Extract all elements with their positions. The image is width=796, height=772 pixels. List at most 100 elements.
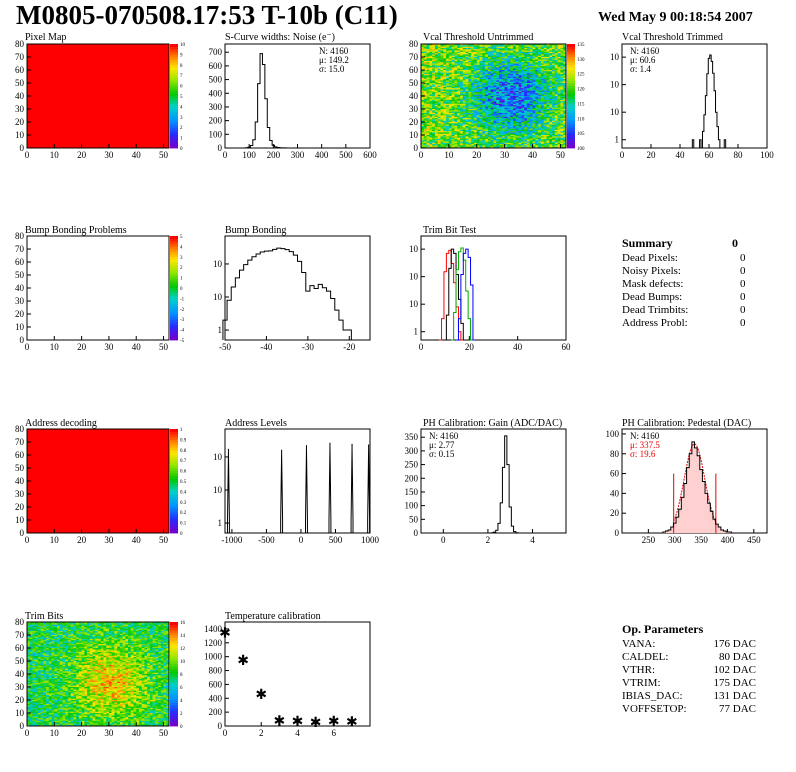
heatmap-cell [421,105,425,107]
heatmap-cell [524,59,528,62]
heatmap-cell [29,694,33,697]
heatmap-cell [487,125,492,128]
heatmap-cell [549,111,553,114]
heatmap-cell [476,45,480,47]
heatmap-cell [426,144,430,146]
heatmap-cell [448,57,452,59]
heatmap-cell [557,129,561,132]
heatmap-cell [524,55,528,58]
heatmap-cell [549,101,553,103]
heatmap-cell [29,648,33,650]
heatmap-cell [432,132,436,134]
heatmap-cell [473,109,478,111]
heatmap-cell [535,116,539,119]
palette-swatch [170,282,178,286]
heatmap-cell [485,92,489,94]
palette-tick-label: 9 [180,53,183,58]
heatmap-cell [493,86,497,89]
heatmap-cell [440,119,444,121]
heatmap-cell [468,77,472,80]
heatmap-cell [549,66,553,68]
palette-tick-label: 0 [180,147,183,152]
heatmap-cell [490,89,494,92]
heatmap-cell [554,44,558,46]
heatmap-cell [476,107,480,110]
heatmap-cell [546,50,550,53]
heatmap-cell [499,110,503,112]
palette-swatch [170,80,178,84]
heatmap-cell [538,79,542,81]
heatmap-cell [535,76,539,79]
heatmap-cell [554,145,558,147]
heatmap-cell [454,75,458,77]
heatmap-cell [501,105,505,107]
heatmap-cell [529,79,533,81]
heatmap-cell [526,120,531,123]
heatmap-cell [421,144,425,146]
heatmap-cell [465,79,469,81]
heatmap-cell [457,105,461,107]
heatmap-cell [529,99,533,102]
heatmap-cell [429,142,433,145]
heatmap-cell [538,99,542,102]
heatmap-cell [434,89,439,92]
histogram-line [245,53,290,149]
heatmap-cell [454,57,458,59]
heatmap-cell [526,97,531,99]
heatmap-cell [552,128,556,131]
heatmap-cell [543,68,547,71]
heatmap-cell [426,72,430,75]
heatmap-cell [443,51,447,54]
heatmap-cell [451,68,455,71]
heatmap-cell [524,67,528,69]
heatmap-cell [426,70,430,72]
heatmap-cell [35,640,39,642]
heatmap-cell [440,122,444,124]
heatmap-cell [440,135,444,137]
heatmap-cell [485,128,489,131]
palette-swatch [170,316,178,320]
heatmap-cell [510,103,514,106]
heatmap-cell [454,73,458,76]
heatmap-cell [540,59,544,62]
heatmap-cell [473,71,478,73]
heatmap-cell [440,123,444,125]
x-tick-label: 40 [132,342,142,352]
heatmap-cell [540,132,544,134]
heatmap-cell [482,75,486,77]
heatmap-cell [524,131,528,133]
heatmap-cell [557,107,561,110]
heatmap-cell [554,112,558,115]
heatmap-cell [423,133,427,136]
heatmap-cell [529,140,533,142]
heatmap-cell [462,66,466,68]
heatmap-cell [465,57,469,59]
heatmap-cell [560,116,564,119]
heatmap-cell [434,46,439,49]
heatmap-cell [546,77,550,80]
palette-tick-label: 0.6 [180,470,187,475]
heatmap-cell [29,693,33,696]
heatmap-cell [554,49,558,51]
heatmap-cell [429,59,433,62]
heatmap-cell [560,94,564,97]
heatmap-cell [476,44,480,46]
heatmap-cell [515,79,519,81]
heatmap-cell [440,85,444,88]
heatmap-cell [35,659,39,662]
heatmap-cell [487,127,492,129]
heatmap-cell [423,55,427,58]
heatmap-cell [443,63,447,66]
heatmap-cell [535,88,539,90]
heatmap-cell [29,629,33,632]
heatmap-cell [27,645,31,647]
heatmap-cell [454,105,458,107]
heatmap-cell [454,125,458,128]
y-tick-label: 700 [209,47,223,57]
heatmap-cell [465,107,469,110]
heatmap-cell [543,136,547,138]
heatmap-cell [471,144,475,146]
heatmap-cell [454,71,458,73]
heatmap-cell [487,140,492,142]
heatmap-cell [421,96,425,98]
